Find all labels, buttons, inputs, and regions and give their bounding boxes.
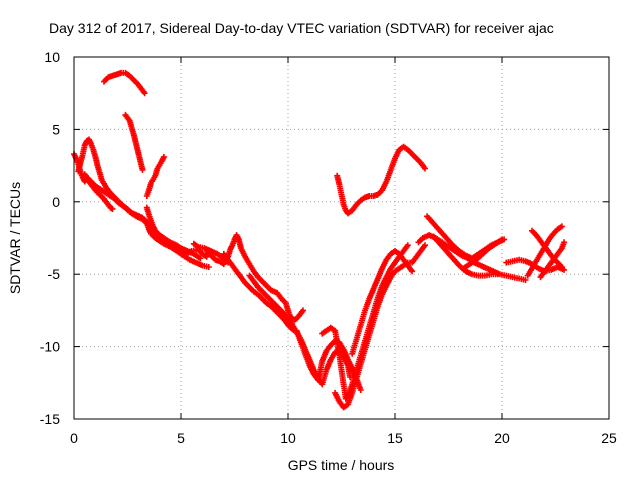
- chart-title: Day 312 of 2017, Sidereal Day-to-day VTE…: [49, 20, 554, 36]
- data-point-marker: [404, 242, 411, 249]
- y-tick-label: 0: [52, 194, 60, 210]
- series-arc-x: [537, 239, 568, 281]
- y-tick-label: -15: [40, 411, 60, 427]
- y-axis-title: SDTVAR / TECUs: [7, 182, 23, 294]
- y-tick-label: -10: [40, 339, 60, 355]
- series-arc-e: [122, 111, 146, 173]
- data-point-marker: [357, 387, 364, 393]
- data-point-marker: [522, 277, 529, 283]
- series-arc-k: [246, 272, 300, 336]
- series-arc-p: [334, 143, 428, 217]
- x-tick-label: 20: [494, 430, 510, 446]
- data-point-marker: [494, 271, 501, 278]
- series-arc-r: [430, 233, 501, 279]
- data-point-marker: [109, 206, 116, 212]
- data-points: [71, 69, 568, 411]
- data-point-marker: [197, 255, 204, 262]
- x-tick-label: 15: [387, 430, 403, 446]
- x-tick-label: 25: [601, 430, 617, 446]
- x-tick-label: 10: [280, 430, 296, 446]
- data-point-marker: [422, 165, 428, 172]
- x-tick-label: 0: [70, 430, 78, 446]
- y-tick-label: -5: [48, 266, 61, 282]
- data-point-marker: [347, 374, 354, 380]
- series-arc-m: [319, 242, 411, 402]
- x-tick-label: 5: [177, 430, 185, 446]
- series-arc-d: [101, 69, 148, 97]
- series-arc-f: [143, 153, 167, 199]
- series-arc-w: [524, 223, 565, 279]
- series-arc-o: [349, 248, 416, 357]
- data-point-marker: [561, 239, 568, 246]
- data-point-marker: [558, 223, 565, 230]
- data-point-marker: [499, 236, 505, 243]
- y-tick-label: 5: [52, 121, 60, 137]
- data-point-marker: [300, 307, 306, 314]
- data-point-marker: [160, 153, 167, 160]
- y-tick-label: 10: [44, 49, 60, 65]
- axis-ticks: 0 5 10 15 20 25 10 5 0 -5 -10 -15: [40, 49, 617, 446]
- series-arc-n: [332, 242, 428, 411]
- series-arc-g: [143, 204, 204, 262]
- data-point-marker: [141, 90, 148, 97]
- series-arc-t: [460, 236, 505, 272]
- series-arc-b: [75, 136, 210, 260]
- series-arc-i: [203, 232, 306, 324]
- data-point-marker: [139, 166, 146, 173]
- data-point-marker: [422, 242, 428, 249]
- data-point-marker: [558, 264, 565, 270]
- data-point-marker: [409, 268, 416, 275]
- data-point-marker: [205, 264, 212, 270]
- x-axis-title: GPS time / hours: [288, 457, 395, 473]
- plot-border: [73, 56, 610, 420]
